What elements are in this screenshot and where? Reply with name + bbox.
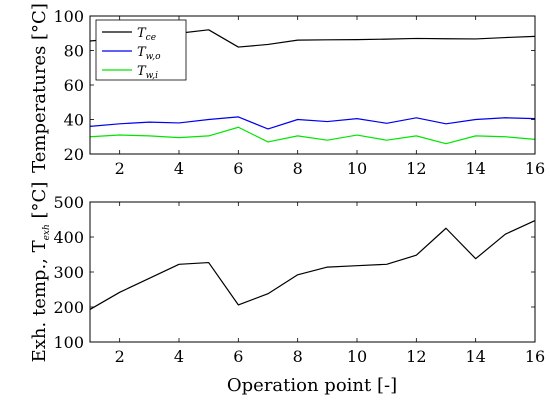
top-series-line-1 <box>90 117 535 129</box>
bottom-y-tick-label: 400 <box>53 228 84 247</box>
top-x-tick-label: 16 <box>525 159 545 178</box>
bottom-x-tick-label: 14 <box>465 347 485 366</box>
bottom-x-tick-label: 16 <box>525 347 545 366</box>
top-x-tick-label: 12 <box>406 159 426 178</box>
top-y-axis-label: Temperatures [°C] <box>29 3 50 173</box>
bottom-x-tick-label: 10 <box>347 347 367 366</box>
bottom-x-tick-label: 6 <box>233 347 243 366</box>
temperatures-chart: 2 4 6 8 10 12 14 16 20 40 60 80 100 Temperatures [°C… <box>29 3 545 178</box>
bottom-y-axis-label: Exh. temp., Texh [°C] <box>29 182 52 363</box>
bottom-x-tick-label: 2 <box>115 347 125 366</box>
top-y-tick-label: 40 <box>64 111 84 130</box>
top-x-tick-label: 2 <box>115 159 125 178</box>
x-axis-label: Operation point [-] <box>227 375 397 396</box>
top-x-tick-label: 10 <box>347 159 367 178</box>
bottom-y-tick-label: 100 <box>53 333 84 352</box>
bottom-x-tick-label: 8 <box>293 347 303 366</box>
top-y-tick-label: 20 <box>64 145 84 164</box>
top-y-tick-label: 100 <box>53 7 84 26</box>
top-x-tick-label: 8 <box>293 159 303 178</box>
top-x-tick-label: 4 <box>174 159 184 178</box>
bottom-y-tick-label: 300 <box>53 263 84 282</box>
top-y-tick-label: 80 <box>64 42 84 61</box>
top-x-tick-label: 14 <box>465 159 485 178</box>
bottom-y-tick-label: 200 <box>53 298 84 317</box>
bottom-x-tick-label: 12 <box>406 347 426 366</box>
exhaust-temperature-chart: 2 4 6 8 10 12 14 16 100 200 300 400 500 Exh. temp., … <box>29 182 545 396</box>
bottom-y-tick-label: 500 <box>53 193 84 212</box>
bottom-plot-frame <box>90 202 535 342</box>
bottom-x-tick-label: 4 <box>174 347 184 366</box>
top-x-tick-label: 6 <box>233 159 243 178</box>
top-series-line-2 <box>90 127 535 143</box>
bottom-series-line-0 <box>90 221 535 310</box>
top-y-tick-label: 60 <box>64 76 84 95</box>
